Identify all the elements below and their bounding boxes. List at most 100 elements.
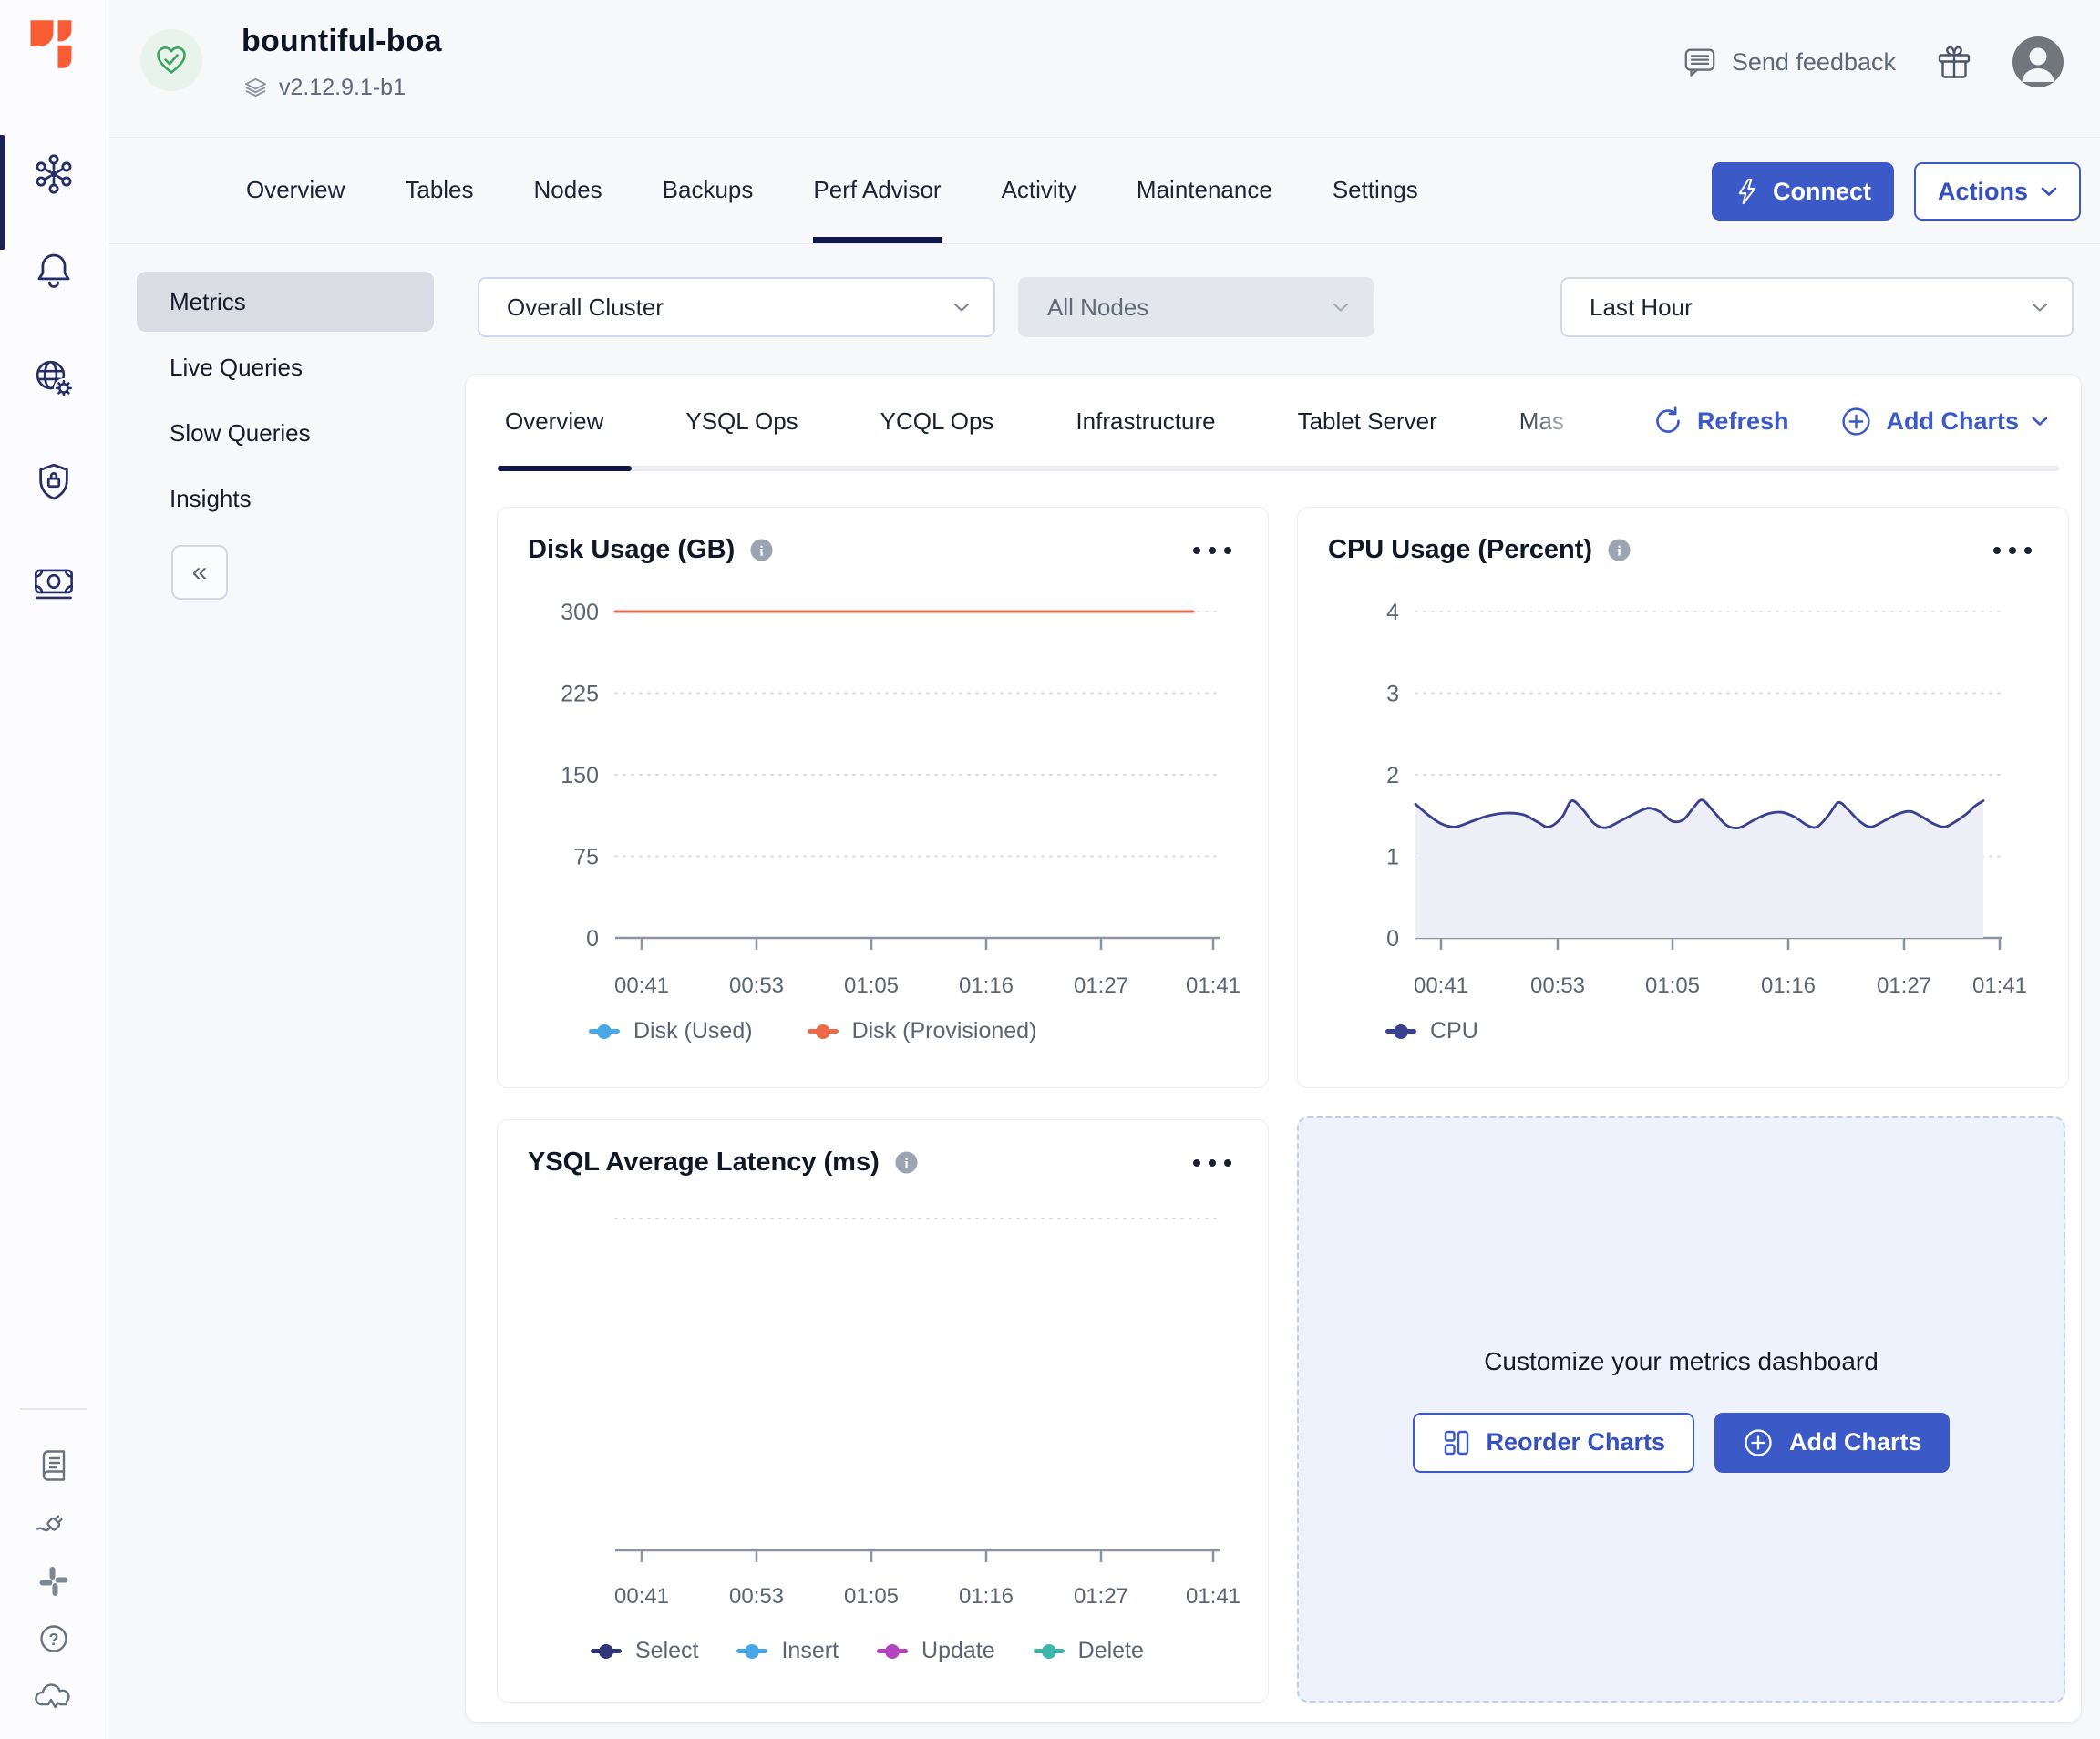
legend-item: Disk (Used): [589, 1018, 753, 1044]
security-shield-icon[interactable]: [0, 460, 108, 502]
rail-divider: [20, 1408, 88, 1410]
legend-label: Disk (Used): [633, 1018, 753, 1044]
slack-icon[interactable]: [0, 1563, 108, 1600]
chevron-down-icon: [953, 303, 970, 313]
nodes-scope-value: All Nodes: [1047, 293, 1148, 322]
cpu-usage-plot: 4321000:4100:5301:0501:1601:2701:41: [1298, 508, 2068, 1087]
metrics-tabs: Overview YSQL Ops YCQL Ops Infrastructur…: [505, 375, 1564, 468]
customize-title: Customize your metrics dashboard: [1484, 1347, 1879, 1376]
svg-text:00:41: 00:41: [614, 973, 669, 998]
tab-activity[interactable]: Activity: [1002, 137, 1076, 243]
metrics-tab-overview[interactable]: Overview: [505, 407, 603, 436]
cpu-usage-legend: CPU: [1385, 1018, 1478, 1044]
left-nav-rail: ?: [0, 0, 108, 1739]
gift-button[interactable]: [1934, 42, 1974, 82]
docs-book-icon[interactable]: [0, 1447, 108, 1484]
connect-button[interactable]: Connect: [1712, 162, 1894, 221]
tab-settings[interactable]: Settings: [1333, 137, 1418, 243]
yugabyte-logo-icon[interactable]: [24, 15, 78, 69]
metrics-tab-infrastructure[interactable]: Infrastructure: [1076, 407, 1215, 436]
user-avatar[interactable]: [2012, 36, 2064, 87]
plus-circle-icon: [1742, 1426, 1775, 1459]
page-title: bountiful-boa: [242, 24, 442, 59]
svg-text:01:05: 01:05: [844, 1584, 899, 1609]
svg-text:01:27: 01:27: [1074, 1584, 1128, 1609]
cluster-health-icon: [140, 29, 202, 91]
send-feedback-button[interactable]: Send feedback: [1683, 45, 1896, 79]
cloud-status-icon[interactable]: [0, 1677, 108, 1713]
add-charts-panel-label: Add Charts: [1789, 1428, 1922, 1456]
actions-button[interactable]: Actions: [1914, 162, 2081, 221]
cluster-nav-tabs: Overview Tables Nodes Backups Perf Advis…: [246, 137, 1418, 243]
add-charts-button[interactable]: Add Charts: [1839, 405, 2048, 438]
cluster-version: v2.12.9.1-b1: [243, 75, 406, 101]
tab-tables[interactable]: Tables: [405, 137, 473, 243]
tab-maintenance[interactable]: Maintenance: [1137, 137, 1272, 243]
billing-money-icon[interactable]: [0, 562, 108, 602]
layers-icon: [243, 77, 268, 98]
metrics-tab-tablet-server[interactable]: Tablet Server: [1298, 407, 1437, 436]
legend-marker: [1034, 1649, 1065, 1653]
tab-backups[interactable]: Backups: [663, 137, 754, 243]
svg-text:01:27: 01:27: [1877, 973, 1931, 998]
clusters-icon[interactable]: [0, 153, 108, 195]
lightning-icon: [1735, 177, 1760, 206]
tab-perf-advisor[interactable]: Perf Advisor: [813, 137, 941, 243]
legend-marker: [877, 1649, 908, 1653]
cluster-scope-select[interactable]: Overall Cluster: [478, 277, 995, 337]
legend-label: Select: [635, 1638, 698, 1664]
legend-label: Update: [921, 1638, 995, 1664]
svg-text:0: 0: [1386, 926, 1399, 952]
legend-item: CPU: [1385, 1018, 1478, 1044]
svg-text:01:41: 01:41: [1186, 1584, 1240, 1609]
legend-label: CPU: [1430, 1018, 1478, 1044]
tab-nodes[interactable]: Nodes: [534, 137, 602, 243]
svg-text:150: 150: [561, 763, 599, 788]
sidebar-item-insights[interactable]: Insights: [137, 468, 434, 529]
refresh-button[interactable]: Refresh: [1652, 405, 1789, 437]
legend-item: Insert: [736, 1638, 839, 1664]
network-settings-globe-icon[interactable]: [0, 357, 108, 399]
legend-item: Delete: [1034, 1638, 1144, 1664]
svg-text:00:53: 00:53: [729, 1584, 784, 1609]
nodes-scope-select: All Nodes: [1018, 277, 1374, 337]
svg-text:3: 3: [1386, 682, 1399, 707]
sidebar-item-slow-queries[interactable]: Slow Queries: [137, 403, 434, 463]
time-range-select[interactable]: Last Hour: [1560, 277, 2074, 337]
legend-marker: [591, 1649, 622, 1653]
feedback-bubble-icon: [1683, 45, 1717, 79]
reorder-charts-button[interactable]: Reorder Charts: [1413, 1413, 1694, 1473]
app: ? bountiful-boa v2.12.9.1-b1: [0, 0, 2100, 1739]
svg-text:00:41: 00:41: [614, 1584, 669, 1609]
svg-text:01:16: 01:16: [959, 973, 1014, 998]
alerts-bell-icon[interactable]: [0, 248, 108, 290]
time-range-value: Last Hour: [1590, 293, 1693, 322]
add-charts-label: Add Charts: [1886, 407, 2019, 436]
legend-label: Disk (Provisioned): [852, 1018, 1037, 1044]
cpu-usage-chart-card: CPU Usage (Percent) i 4321000:4100:5301:…: [1297, 507, 2069, 1088]
add-charts-panel-button[interactable]: Add Charts: [1714, 1413, 1950, 1473]
svg-text:01:16: 01:16: [959, 1584, 1014, 1609]
integrations-plug-icon[interactable]: [0, 1506, 108, 1542]
legend-item: Update: [877, 1638, 995, 1664]
legend-marker: [736, 1649, 767, 1653]
sidebar-item-metrics[interactable]: Metrics: [137, 272, 434, 332]
svg-text:01:05: 01:05: [844, 973, 899, 998]
customize-dashboard-panel: Customize your metrics dashboard Reorder…: [1297, 1116, 2065, 1703]
tab-overview[interactable]: Overview: [246, 137, 345, 243]
collapse-chevrons-icon: «: [192, 557, 208, 588]
svg-text:00:53: 00:53: [729, 973, 784, 998]
cluster-scope-value: Overall Cluster: [507, 293, 664, 322]
chevron-down-icon: [2032, 417, 2048, 427]
metrics-tab-ycql-ops[interactable]: YCQL Ops: [880, 407, 994, 436]
svg-text:01:41: 01:41: [1972, 973, 2027, 998]
sidebar-collapse-button[interactable]: «: [171, 545, 228, 600]
svg-text:225: 225: [561, 682, 599, 707]
metrics-tab-ysql-ops[interactable]: YSQL Ops: [685, 407, 798, 436]
svg-text:01:05: 01:05: [1645, 973, 1700, 998]
metrics-toolbar: Refresh Add Charts: [1652, 375, 2048, 468]
help-icon[interactable]: ?: [0, 1621, 108, 1657]
refresh-label: Refresh: [1697, 407, 1789, 436]
chevron-down-icon: [1333, 303, 1349, 313]
sidebar-item-live-queries[interactable]: Live Queries: [137, 337, 434, 397]
